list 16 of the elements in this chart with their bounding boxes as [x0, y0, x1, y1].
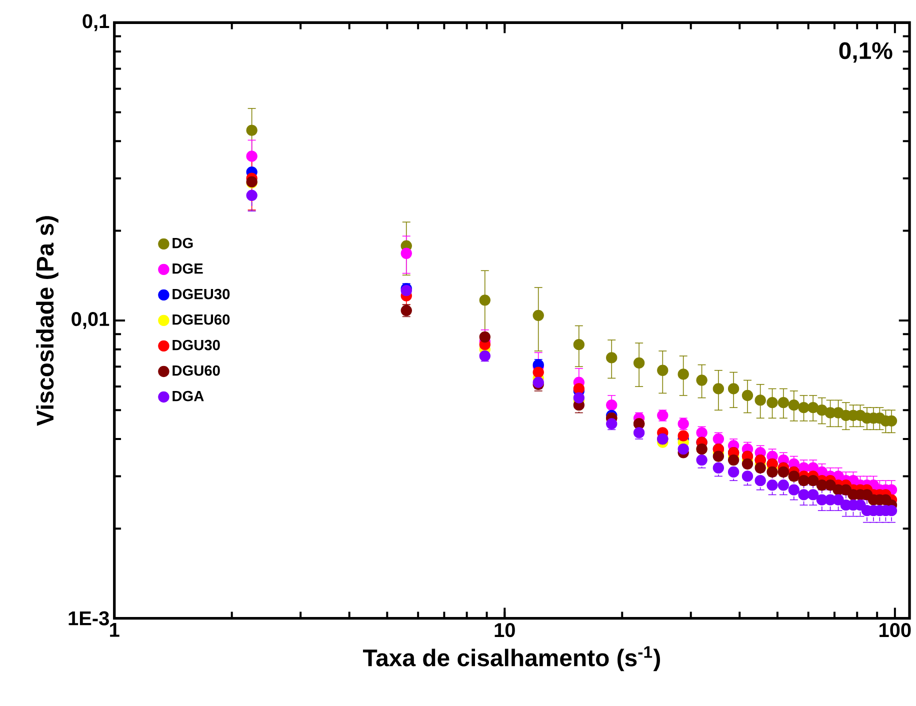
annotation: 0,1%	[839, 42, 892, 63]
legend-label: DGE	[172, 263, 203, 274]
legend-label: DGU60	[172, 365, 220, 376]
legend-label: DGEU60	[172, 314, 230, 325]
y-tick-label: 0,01	[72, 312, 110, 329]
legend-label: DGEU30	[172, 288, 230, 300]
y-axis-title: Viscosidade (Pa s)	[36, 216, 58, 426]
x-tick-label: 1	[110, 622, 120, 637]
x-axis-title: Taxa de cisalhamento (s$^{-1}$)	[363, 646, 660, 672]
x-tick-label: 10	[494, 622, 515, 638]
legend-label: DGU30	[172, 340, 220, 350]
x-tick-label: 100	[880, 622, 911, 638]
y-tick-label: 0,1	[82, 14, 110, 32]
y-tick-label: 1E-3	[68, 611, 109, 626]
legend-label: DG	[172, 238, 193, 248]
legend-label: DGA	[172, 390, 204, 402]
